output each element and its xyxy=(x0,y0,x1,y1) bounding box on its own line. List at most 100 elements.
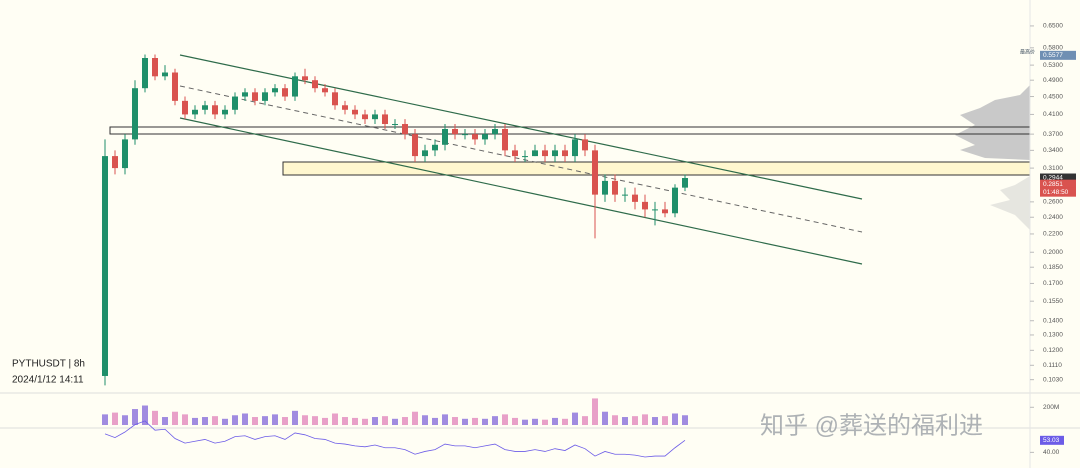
watermark: 知乎 @葬送的福利进 xyxy=(760,412,983,439)
volume-bar xyxy=(522,419,528,425)
candle-body xyxy=(612,180,618,195)
rsi-tag-bg xyxy=(1040,435,1064,445)
candle-body xyxy=(172,72,178,101)
y-tick-label: 0.3100 xyxy=(1043,165,1063,172)
volume-bar xyxy=(612,415,618,425)
y-tick-label: 0.1850 xyxy=(1043,264,1063,271)
volume-bar xyxy=(542,419,548,425)
volume-bar xyxy=(232,415,238,425)
y-tick-label: 0.4500 xyxy=(1043,93,1063,100)
volume-bar xyxy=(592,398,598,425)
candle-body xyxy=(312,80,318,89)
candle-body xyxy=(352,109,358,115)
candle-body xyxy=(572,139,578,157)
rsi-line xyxy=(104,420,686,458)
candle-body xyxy=(652,209,658,211)
volume-bar xyxy=(642,414,648,425)
candle-body xyxy=(492,129,498,135)
volume-bar xyxy=(172,411,178,425)
candle-body xyxy=(282,88,288,97)
volume-tick-label: 200M xyxy=(1043,404,1059,411)
volume-bar xyxy=(312,416,318,425)
channel-lower xyxy=(179,117,863,265)
volume-profile xyxy=(990,176,1030,230)
volume-bar xyxy=(672,413,678,425)
y-tick-label: 0.2600 xyxy=(1043,199,1063,206)
y-tick-label: 0.3700 xyxy=(1043,131,1063,138)
candle-body xyxy=(262,92,268,101)
volume-bar xyxy=(622,417,628,425)
candle-body xyxy=(222,109,228,115)
candle-body xyxy=(212,105,218,115)
volume-bar xyxy=(102,414,108,425)
rsi-tag: 53.03 xyxy=(1043,437,1060,444)
volume-bar xyxy=(242,413,248,425)
volume-bar xyxy=(662,416,668,425)
symbol-label: PYTHUSDT | 8h xyxy=(12,359,85,370)
candle-body xyxy=(592,150,598,195)
volume-bar xyxy=(512,417,518,425)
volume-bar xyxy=(652,417,658,425)
volume-bar xyxy=(252,417,258,425)
volume-bar xyxy=(192,417,198,425)
candle-body xyxy=(252,92,258,101)
candle-body xyxy=(242,92,248,97)
date-label: 2024/1/12 14:11 xyxy=(12,375,84,386)
rsi-tick-label: 40.00 xyxy=(1043,449,1060,456)
candle-body xyxy=(422,150,428,157)
last-price: 0.2944 xyxy=(1043,175,1063,182)
volume-bar xyxy=(552,417,558,425)
volume-profile xyxy=(955,85,1030,160)
candle-body xyxy=(132,88,138,140)
y-tick-label: 0.1030 xyxy=(1043,376,1063,383)
volume-bar xyxy=(502,414,508,425)
candle-body xyxy=(632,194,638,202)
volume-bar xyxy=(602,411,608,425)
candle-body xyxy=(442,129,448,145)
y-tick-label: 0.2000 xyxy=(1043,249,1063,256)
volume-bar xyxy=(152,410,158,425)
y-tick-label: 0.1110 xyxy=(1043,362,1062,369)
volume-bar xyxy=(262,416,268,425)
volume-bar xyxy=(492,416,498,425)
candle-body xyxy=(682,178,688,188)
candle-body xyxy=(162,72,168,77)
candle-body xyxy=(372,114,378,120)
candle-body xyxy=(462,134,468,136)
candle-body xyxy=(192,109,198,115)
candle-body xyxy=(472,134,478,140)
candle-body xyxy=(672,187,678,214)
candle-body xyxy=(402,124,408,135)
volume-bar xyxy=(182,414,188,425)
volume-bar xyxy=(562,418,568,425)
volume-bar xyxy=(372,417,378,425)
candle-body xyxy=(482,134,488,140)
candle-body xyxy=(202,105,208,110)
volume-bar xyxy=(362,418,368,425)
y-tick-label: 0.3400 xyxy=(1043,147,1063,154)
candle-body xyxy=(522,156,528,158)
volume-bar xyxy=(442,414,448,425)
volume-bar xyxy=(202,417,208,425)
candle-body xyxy=(272,88,278,93)
high-tag: 0.5577 xyxy=(1043,52,1063,59)
volume-bar xyxy=(482,418,488,425)
candle-body xyxy=(582,139,588,151)
y-tick-label: 0.1200 xyxy=(1043,347,1063,354)
volume-bar xyxy=(302,415,308,425)
candle-body xyxy=(432,144,438,151)
high-tag-bg xyxy=(1040,50,1076,60)
y-tick-label: 0.5800 xyxy=(1043,45,1063,52)
candle-body xyxy=(512,150,518,157)
volume-bar xyxy=(332,413,338,425)
candle-body xyxy=(322,88,328,93)
volume-bar xyxy=(342,417,348,425)
volume-bar xyxy=(432,417,438,425)
candle-body xyxy=(532,150,538,157)
mark-price: 0.2851 xyxy=(1043,181,1063,188)
y-tick-label: 0.4900 xyxy=(1043,77,1063,84)
y-tick-label: 0.6500 xyxy=(1043,23,1063,30)
candle-body xyxy=(552,150,558,157)
candle-body xyxy=(382,114,388,125)
